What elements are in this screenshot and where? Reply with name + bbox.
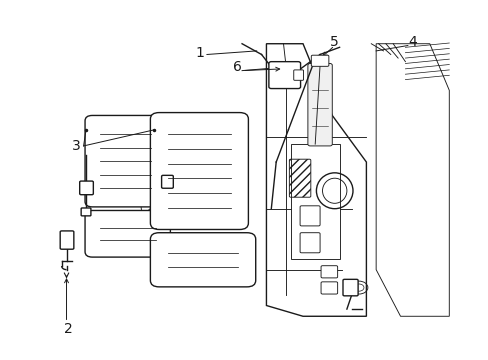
FancyBboxPatch shape [150,233,255,287]
FancyBboxPatch shape [268,62,300,89]
FancyBboxPatch shape [300,206,320,226]
FancyBboxPatch shape [161,175,173,188]
FancyBboxPatch shape [321,266,337,278]
Text: 1: 1 [195,46,203,60]
FancyBboxPatch shape [85,211,170,257]
FancyBboxPatch shape [342,279,357,296]
Text: 5: 5 [330,35,338,49]
FancyBboxPatch shape [81,208,91,216]
FancyBboxPatch shape [60,231,74,249]
FancyBboxPatch shape [290,144,339,259]
FancyBboxPatch shape [307,63,331,146]
FancyBboxPatch shape [311,55,328,66]
FancyBboxPatch shape [293,70,303,80]
FancyBboxPatch shape [300,233,320,253]
FancyBboxPatch shape [85,116,165,207]
Text: 2: 2 [63,322,72,336]
Text: 3: 3 [72,139,81,153]
FancyBboxPatch shape [80,181,93,195]
FancyBboxPatch shape [150,113,248,229]
Text: 4: 4 [407,35,416,49]
Text: 6: 6 [232,60,241,74]
FancyBboxPatch shape [321,282,337,294]
